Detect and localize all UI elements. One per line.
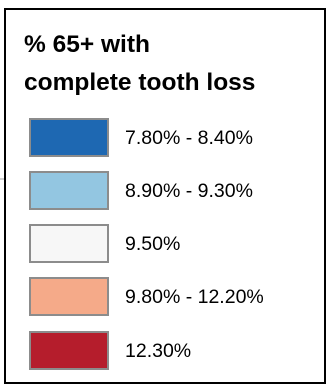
legend-item-2: 8.90% - 9.30% (29, 171, 319, 213)
legend-item-label: 8.90% - 9.30% (125, 180, 253, 202)
legend-title-line-2: complete tooth loss (24, 69, 256, 96)
legend-item-label: 12.30% (125, 340, 192, 362)
legend-swatch (29, 118, 109, 157)
legend-item-3: 9.50% (29, 224, 319, 266)
legend-swatch (29, 224, 109, 263)
legend-title-line-1: % 65+ with (24, 31, 150, 58)
legend-item-label: 9.50% (125, 233, 181, 255)
legend-swatch (29, 331, 109, 370)
legend-item-5: 12.30% (29, 331, 319, 373)
legend-title: % 65+ with complete tooth loss (24, 26, 255, 102)
legend-item-4: 9.80% - 12.20% (29, 277, 319, 319)
map-edge-fragment (0, 178, 4, 180)
legend-item-label: 7.80% - 8.40% (125, 127, 253, 149)
legend-item-label: 9.80% - 12.20% (125, 286, 264, 308)
legend-item-1: 7.80% - 8.40% (29, 118, 319, 160)
legend-swatch (29, 277, 109, 316)
legend-swatch (29, 171, 109, 210)
